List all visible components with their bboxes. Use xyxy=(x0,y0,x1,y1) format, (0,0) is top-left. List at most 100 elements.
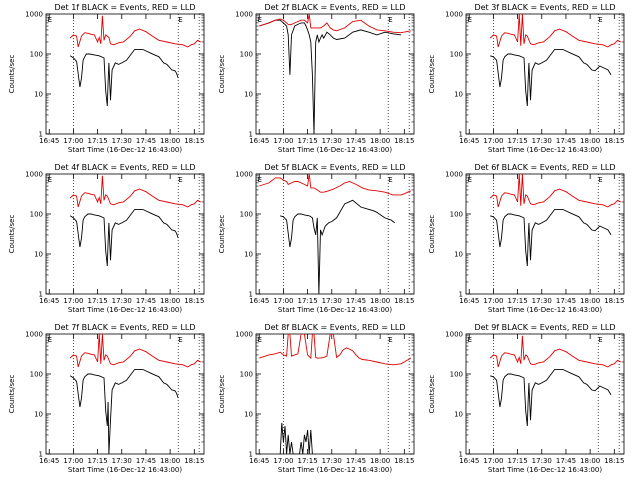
events-series-line xyxy=(280,199,395,294)
y-tick-label: 10 xyxy=(244,251,253,259)
x-axis-label: Start Time (16-Dec-12 16:43:00) xyxy=(68,306,182,314)
x-axis-label: Start Time (16-Dec-12 16:43:00) xyxy=(488,466,602,474)
panel-title: Det 4f BLACK = Events, RED = LLD xyxy=(54,163,195,172)
x-axis-label: Start Time (16-Dec-12 16:43:00) xyxy=(278,466,392,474)
e-marker-label: E xyxy=(178,16,182,24)
plot-frame xyxy=(255,173,415,295)
lld-series-line xyxy=(489,174,622,208)
x-tick-label: 17:00 xyxy=(483,297,503,305)
x-tick-label: 18:15 xyxy=(394,297,414,305)
panel-title: Det 2f BLACK = Events, RED = LLD xyxy=(264,3,405,12)
y-tick-label: 1000 xyxy=(445,331,463,339)
y-tick-label: 1 xyxy=(459,451,463,459)
x-tick-label: 18:15 xyxy=(604,457,624,465)
y-tick-label: 10 xyxy=(454,251,463,259)
x-tick-label: 17:00 xyxy=(273,137,293,145)
y-tick-label: 100 xyxy=(30,211,43,219)
e-marker-label: E xyxy=(598,176,602,184)
x-tick-label: 18:00 xyxy=(160,137,180,145)
y-tick-label: 1 xyxy=(39,451,43,459)
x-tick-label: 18:15 xyxy=(184,137,204,145)
x-tick-label: 17:15 xyxy=(87,297,107,305)
panel-9: Det 9f BLACK = Events, RED = LLD 1 10 100 10… xyxy=(428,323,624,474)
plot-frame xyxy=(465,333,625,455)
x-tick-label: 17:30 xyxy=(322,297,342,305)
x-tick-label: 17:15 xyxy=(507,297,527,305)
panel-7: Det 7f BLACK = Events, RED = LLD 1 10 100 10… xyxy=(8,323,204,474)
events-series-line xyxy=(490,368,612,427)
x-tick-label: 16:45 xyxy=(459,297,479,305)
y-axis-label: Counts/sec xyxy=(8,215,16,254)
x-tick-label: 18:00 xyxy=(370,297,390,305)
y-tick-label: 1 xyxy=(39,291,43,299)
x-tick-label: 17:00 xyxy=(483,137,503,145)
x-tick-label: 17:30 xyxy=(532,457,552,465)
panel-title: Det 9f BLACK = Events, RED = LLD xyxy=(474,323,615,332)
lld-series-line xyxy=(259,334,412,366)
panel-8: Det 8f BLACK = Events, RED = LLD 1 10 100 10… xyxy=(218,323,414,474)
e-marker-label: E xyxy=(48,336,52,344)
x-tick-label: 17:15 xyxy=(297,457,317,465)
panel-title: Det 8f BLACK = Events, RED = LLD xyxy=(264,323,405,332)
lld-series-line xyxy=(69,334,202,368)
panel-1: Det 1f BLACK = Events, RED = LLD 1 10 100 10… xyxy=(8,3,204,154)
x-tick-label: 16:45 xyxy=(39,297,59,305)
plot-frame xyxy=(465,13,625,135)
y-tick-label: 1 xyxy=(459,131,463,139)
x-axis-label: Start Time (16-Dec-12 16:43:00) xyxy=(488,306,602,314)
panel-title: Det 3f BLACK = Events, RED = LLD xyxy=(474,3,615,12)
e-marker-label: E xyxy=(48,16,52,24)
x-tick-label: 17:15 xyxy=(297,137,317,145)
events-series-line xyxy=(69,368,179,454)
x-tick-label: 17:15 xyxy=(507,457,527,465)
e-marker-label: E xyxy=(258,336,262,344)
panel-title: Det 5f BLACK = Events, RED = LLD xyxy=(264,163,405,172)
x-tick-label: 17:45 xyxy=(346,457,366,465)
x-tick-label: 17:00 xyxy=(273,297,293,305)
y-tick-label: 1000 xyxy=(25,331,43,339)
y-tick-label: 10 xyxy=(34,251,43,259)
events-series-line xyxy=(490,48,612,107)
lld-series-line xyxy=(489,14,622,48)
lld-series-line xyxy=(489,335,622,368)
y-tick-label: 100 xyxy=(240,51,253,59)
y-tick-label: 10 xyxy=(244,91,253,99)
x-tick-label: 17:00 xyxy=(273,457,293,465)
x-tick-label: 17:30 xyxy=(112,137,132,145)
x-tick-label: 18:00 xyxy=(160,297,180,305)
panel-4: Det 4f BLACK = Events, RED = LLD 1 10 100 10… xyxy=(8,163,204,314)
x-tick-label: 17:30 xyxy=(112,457,132,465)
y-tick-label: 1 xyxy=(459,291,463,299)
x-tick-label: 18:15 xyxy=(184,297,204,305)
x-tick-label: 18:00 xyxy=(370,457,390,465)
events-series-line xyxy=(279,422,313,454)
e-marker-label: E xyxy=(468,176,472,184)
e-marker-label: E xyxy=(258,176,262,184)
y-axis-label: Counts/sec xyxy=(218,375,226,414)
y-tick-label: 1000 xyxy=(235,331,253,339)
plot-frame xyxy=(255,13,415,135)
x-tick-label: 17:30 xyxy=(322,137,342,145)
x-tick-label: 17:45 xyxy=(136,297,156,305)
e-marker-label: E xyxy=(178,336,182,344)
e-marker-label: E xyxy=(388,16,392,24)
y-tick-label: 1 xyxy=(249,131,253,139)
e-marker-label: E xyxy=(178,176,182,184)
y-axis-label: Counts/sec xyxy=(428,55,436,94)
y-tick-label: 100 xyxy=(450,211,463,219)
x-tick-label: 16:45 xyxy=(39,457,59,465)
x-tick-label: 17:00 xyxy=(63,297,83,305)
x-tick-label: 16:45 xyxy=(39,137,59,145)
y-tick-label: 10 xyxy=(454,411,463,419)
plot-frame xyxy=(45,333,205,455)
y-tick-label: 1 xyxy=(249,451,253,459)
events-series-line xyxy=(69,208,179,267)
panel-title: Det 1f BLACK = Events, RED = LLD xyxy=(54,3,195,12)
panel-5: Det 5f BLACK = Events, RED = LLD 1 10 100 10… xyxy=(218,163,414,314)
y-tick-label: 1 xyxy=(39,131,43,139)
x-tick-label: 18:15 xyxy=(604,137,624,145)
e-marker-label: E xyxy=(48,176,52,184)
x-axis-label: Start Time (16-Dec-12 16:43:00) xyxy=(278,146,392,154)
x-axis-label: Start Time (16-Dec-12 16:43:00) xyxy=(68,146,182,154)
